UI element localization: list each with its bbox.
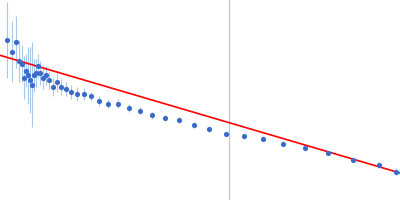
Point: [37, 71, 43, 75]
Point: [162, 116, 168, 119]
Point: [137, 109, 143, 112]
Point: [81, 93, 87, 96]
Point: [21, 76, 27, 79]
Point: [376, 163, 382, 166]
Point: [35, 64, 41, 67]
Point: [302, 147, 308, 150]
Point: [33, 71, 39, 75]
Point: [241, 135, 247, 138]
Point: [176, 118, 182, 122]
Point: [126, 107, 132, 110]
Point: [25, 74, 31, 77]
Point: [393, 170, 399, 173]
Point: [105, 102, 111, 105]
Point: [206, 128, 212, 131]
Point: [149, 114, 155, 117]
Point: [23, 69, 29, 72]
Point: [46, 78, 52, 82]
Point: [63, 88, 69, 91]
Point: [43, 74, 49, 77]
Point: [74, 93, 80, 96]
Point: [54, 81, 60, 84]
Point: [31, 74, 37, 77]
Point: [325, 151, 331, 155]
Point: [88, 95, 94, 98]
Point: [4, 38, 10, 42]
Point: [350, 158, 356, 162]
Point: [29, 83, 35, 86]
Point: [115, 102, 121, 105]
Point: [16, 60, 22, 63]
Point: [40, 76, 46, 79]
Point: [58, 85, 64, 89]
Point: [96, 100, 102, 103]
Point: [50, 85, 56, 89]
Point: [9, 50, 15, 53]
Point: [190, 123, 197, 126]
Point: [19, 62, 25, 65]
Point: [27, 78, 33, 82]
Point: [68, 90, 74, 93]
Point: [260, 137, 266, 140]
Point: [223, 133, 229, 136]
Point: [280, 142, 286, 145]
Point: [13, 41, 19, 44]
